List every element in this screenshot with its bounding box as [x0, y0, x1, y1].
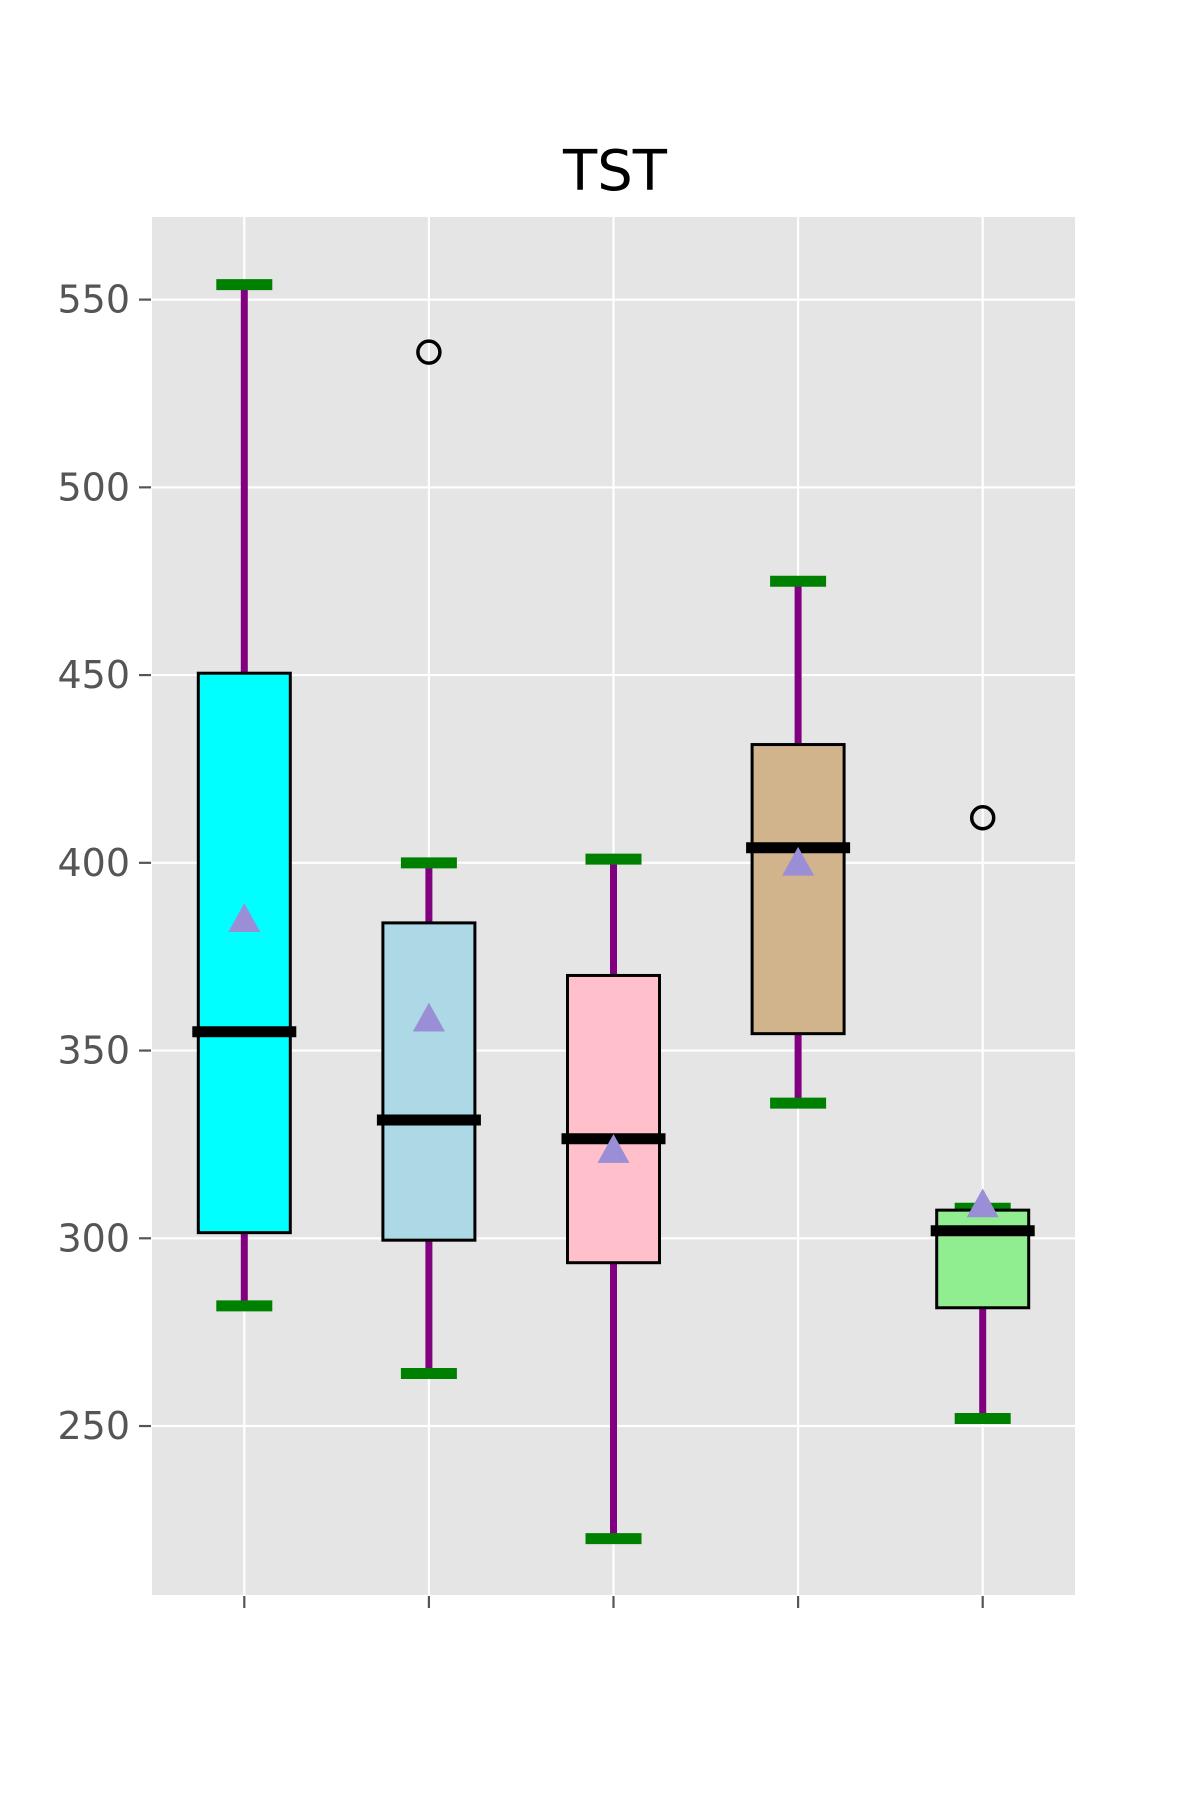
- y-tick-label: 450: [57, 653, 130, 697]
- mean-marker: [782, 846, 815, 876]
- box-4: [746, 575, 851, 1109]
- y-tick-label: 300: [57, 1216, 130, 1260]
- outlier-point: [416, 339, 442, 365]
- mean-marker: [412, 1002, 445, 1032]
- mean-marker: [228, 903, 261, 932]
- box-body: [566, 973, 661, 1265]
- box-3: [561, 853, 666, 1545]
- box-1: [192, 279, 297, 1312]
- box-2: [376, 339, 481, 1379]
- chart-title: TST: [562, 139, 668, 204]
- mean-marker: [597, 1134, 630, 1163]
- y-tick-label: 550: [57, 278, 130, 322]
- axes: 250 300 350 400 450 500 550: [57, 278, 984, 1608]
- mean-marker: [966, 1188, 999, 1218]
- y-tick-label: 250: [57, 1404, 130, 1448]
- box-body: [381, 921, 477, 1242]
- box-series: [192, 279, 1035, 1545]
- y-tick-label: 500: [57, 465, 130, 509]
- box-body: [196, 671, 292, 1235]
- box-body: [935, 1208, 1031, 1310]
- outlier-point: [969, 805, 996, 831]
- y-tick-label: 350: [57, 1029, 130, 1073]
- box-5: [930, 805, 1035, 1425]
- y-tick-label: 400: [57, 841, 130, 885]
- box-body: [750, 743, 846, 1036]
